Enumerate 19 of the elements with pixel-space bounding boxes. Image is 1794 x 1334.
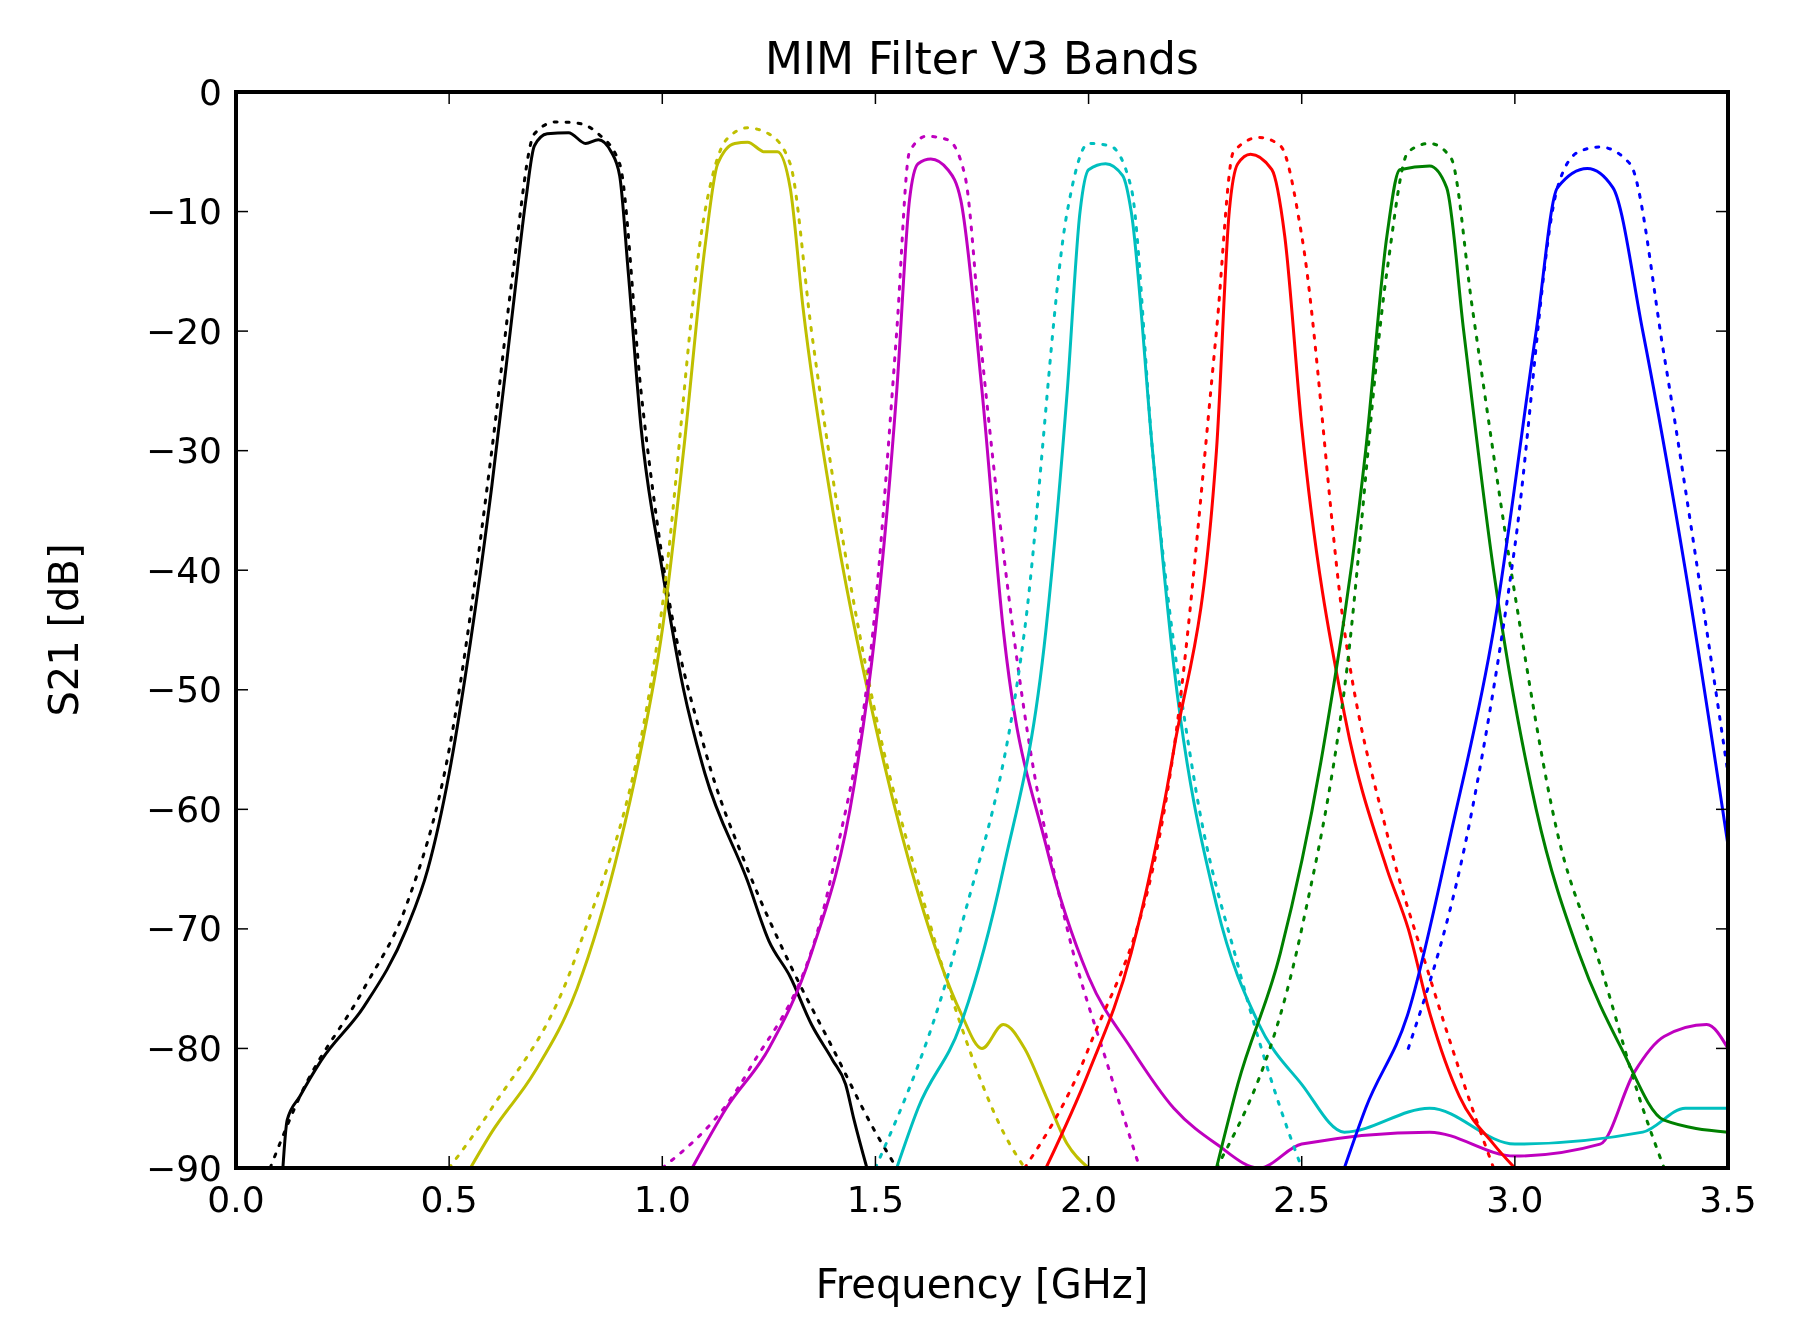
y-tick-label: −20 (146, 310, 222, 352)
x-tick-label: 3.0 (1486, 1179, 1544, 1220)
x-tick-label: 1.0 (633, 1179, 691, 1220)
x-tick-label: 0.5 (420, 1179, 478, 1220)
y-tick-label: −10 (146, 191, 222, 233)
x-axis-title: Frequency [GHz] (815, 1261, 1149, 1307)
y-tick-label: 0 (199, 71, 222, 113)
x-tick-label: 1.5 (846, 1179, 905, 1220)
y-tick-label: −60 (146, 788, 222, 830)
y-tick-label: −40 (146, 549, 222, 591)
x-tick-label: 2.0 (1059, 1179, 1118, 1220)
y-tick-label: −80 (146, 1028, 222, 1070)
x-tick-label: 2.5 (1273, 1179, 1331, 1220)
y-tick-label: −30 (146, 430, 222, 472)
chart-title: MIM Filter V3 Bands (765, 33, 1199, 84)
y-tick-label: −70 (146, 908, 222, 950)
y-axis-title: S21 [dB] (41, 543, 87, 717)
x-tick-label: 3.5 (1699, 1179, 1757, 1220)
y-tick-label: −50 (146, 669, 222, 711)
